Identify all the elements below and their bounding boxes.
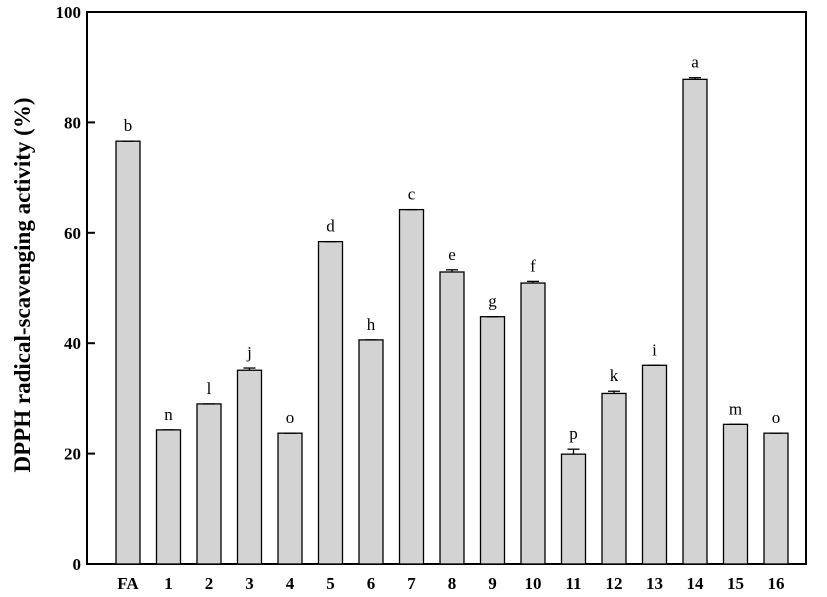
significance-letter: f: [530, 256, 536, 275]
x-tick-label: 2: [205, 574, 214, 593]
bar: [317, 240, 344, 565]
significance-letter: b: [124, 116, 133, 135]
y-tick-label: 20: [64, 445, 81, 464]
x-tick-label: 8: [448, 574, 457, 593]
bar: [601, 392, 627, 565]
x-tick-label: 11: [565, 574, 581, 593]
x-tick-label: 13: [646, 574, 663, 593]
y-axis-label: DPPH radical-scavenging activity (%): [10, 98, 35, 473]
bar: [682, 78, 708, 565]
x-tick-label: 16: [768, 574, 785, 593]
x-tick-label: 14: [687, 574, 705, 593]
bar: [722, 423, 749, 565]
x-tick-label: 7: [407, 574, 416, 593]
significance-letter: l: [207, 379, 212, 398]
significance-letter: k: [610, 366, 619, 385]
x-tick-label: FA: [117, 574, 139, 593]
significance-letter: d: [326, 217, 335, 236]
bar: [277, 432, 303, 565]
y-tick-label: 80: [64, 113, 81, 132]
y-tick-label: 100: [56, 3, 82, 22]
significance-letter: c: [408, 185, 416, 204]
significance-letter: e: [448, 245, 456, 264]
significance-letter: o: [286, 408, 295, 427]
x-tick-label: 4: [286, 574, 295, 593]
bar: [236, 369, 263, 565]
significance-letter: a: [691, 53, 699, 72]
bar: [196, 403, 222, 565]
bars: [115, 77, 789, 565]
y-tick-label: 40: [64, 334, 81, 353]
bar: [115, 140, 141, 565]
significance-letter: o: [772, 408, 781, 427]
y-tick-label: 60: [64, 224, 81, 243]
bar: [763, 432, 789, 565]
significance-letter: j: [246, 343, 252, 362]
significance-letter: i: [652, 340, 657, 359]
x-tick-label: 9: [488, 574, 497, 593]
bar: [155, 429, 182, 565]
bar: [479, 316, 506, 565]
significance-letter: h: [367, 315, 376, 334]
y-tick-label: 0: [73, 555, 82, 574]
labels: 0 20 40 60 80 100 b FA n 1 l 2 j 3 o 4 d 5 h 6 c 7 e 8 g 9 f 10 p 11 k…: [56, 3, 785, 593]
bar: [560, 453, 587, 565]
significance-letter: m: [729, 399, 742, 418]
significance-letter: p: [569, 424, 578, 443]
x-tick-label: 15: [727, 574, 744, 593]
bar: [641, 364, 668, 565]
x-tick-label: 3: [245, 574, 254, 593]
x-tick-label: 12: [606, 574, 623, 593]
significance-letter: n: [164, 405, 173, 424]
bar: [520, 282, 546, 565]
significance-letter: g: [488, 292, 497, 311]
x-tick-label: 5: [326, 574, 335, 593]
x-tick-label: 1: [164, 574, 173, 593]
x-tick-label: 6: [367, 574, 376, 593]
bar: [439, 271, 465, 565]
bar: [358, 339, 384, 565]
bar: [398, 208, 425, 565]
x-tick-label: 10: [525, 574, 542, 593]
